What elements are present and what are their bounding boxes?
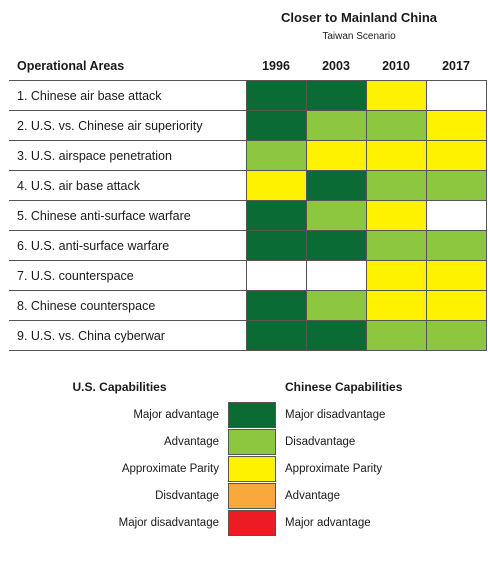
table-row: 6. U.S. anti-surface warfare [9,230,487,261]
legend-swatch [228,483,276,509]
row-label: 3. U.S. airspace penetration [9,140,246,171]
heatmap-cell [305,170,367,201]
row-label: 8. Chinese counterspace [9,290,246,321]
heatmap-cell [425,290,487,321]
row-label: 9. U.S. vs. China cyberwar [9,320,246,351]
heatmap-cell [365,320,427,351]
legend-swatch [228,456,276,482]
chart-title: Closer to Mainland China [280,10,437,25]
heatmap-cell [245,170,307,201]
heatmap-cell [305,290,367,321]
scorecard-body: 1. Chinese air base attack 2. U.S. vs. Ch… [9,80,487,351]
heatmap-cell [245,110,307,141]
table-row: 8. Chinese counterspace [9,290,487,321]
heatmap-cell [425,320,487,351]
scorecard-table: Operational Areas 1996 2003 2010 2017 1.… [9,52,487,351]
heatmap-cell [365,170,427,201]
legend-swatch [228,510,276,536]
heatmap-cell [245,80,307,111]
table-row: 7. U.S. counterspace [9,260,487,291]
table-row: 4. U.S. air base attack [9,170,487,201]
legend-china-title: Chinese Capabilities [285,380,403,394]
heatmap-cell [365,200,427,231]
heatmap-cell [305,230,367,261]
legend-china-label: Disadvantage [285,436,356,448]
row-label: 1. Chinese air base attack [9,80,246,111]
heatmap-cell [425,230,487,261]
legend-us-title: U.S. Capabilities [72,380,167,394]
chart-subtitle: Taiwan Scenario [322,31,396,42]
heatmap-cell [305,80,367,111]
legend-us-label: Advantage [164,436,219,448]
heatmap-cell [365,290,427,321]
heatmap-cell [425,140,487,171]
row-label: 2. U.S. vs. Chinese air superiority [9,110,246,141]
row-label: 4. U.S. air base attack [9,170,246,201]
heatmap-cell [365,260,427,291]
table-row: 3. U.S. airspace penetration [9,140,487,171]
legend-china-label: Major disadvantage [285,409,386,421]
heatmap-cell [305,140,367,171]
column-header: 2017 [426,52,486,81]
heatmap-cell [245,260,307,291]
legend-us-label: Disdvantage [155,490,219,502]
heatmap-cell [425,80,487,111]
heatmap-cell [245,320,307,351]
heatmap-cell [245,290,307,321]
table-row: 2. U.S. vs. Chinese air superiority [9,110,487,141]
heatmap-cell [425,260,487,291]
row-label: 5. Chinese anti-surface warfare [9,200,246,231]
table-row: 9. U.S. vs. China cyberwar [9,320,487,351]
heatmap-cell [305,260,367,291]
heatmap-cell [425,110,487,141]
heatmap-cell [305,110,367,141]
heatmap-cell [365,80,427,111]
heatmap-cell [425,200,487,231]
heatmap-cell [245,140,307,171]
row-label: 7. U.S. counterspace [9,260,246,291]
row-header: Operational Areas [9,52,246,81]
table-row: 5. Chinese anti-surface warfare [9,200,487,231]
column-header: 2003 [306,52,366,81]
legend-us-label: Major advantage [133,409,219,421]
legend-swatch [228,429,276,455]
heatmap-cell [365,230,427,261]
legend-swatch [228,402,276,428]
column-header: 1996 [246,52,306,81]
heatmap-cell [425,170,487,201]
heatmap-cell [245,230,307,261]
heatmap-cell [305,200,367,231]
heatmap-cell [245,200,307,231]
column-header: 2010 [366,52,426,81]
legend-china-label: Approximate Parity [285,463,383,475]
table-row: 1. Chinese air base attack [9,80,487,111]
row-label: 6. U.S. anti-surface warfare [9,230,246,261]
heatmap-cell [305,320,367,351]
heatmap-cell [365,110,427,141]
header-row: Operational Areas 1996 2003 2010 2017 [9,52,486,81]
heatmap-cell [365,140,427,171]
legend-china-label: Advantage [285,490,340,502]
legend-china-label: Major advantage [285,517,371,529]
legend-us-label: Approximate Parity [121,463,219,475]
legend-us-label: Major disadvantage [118,517,219,529]
